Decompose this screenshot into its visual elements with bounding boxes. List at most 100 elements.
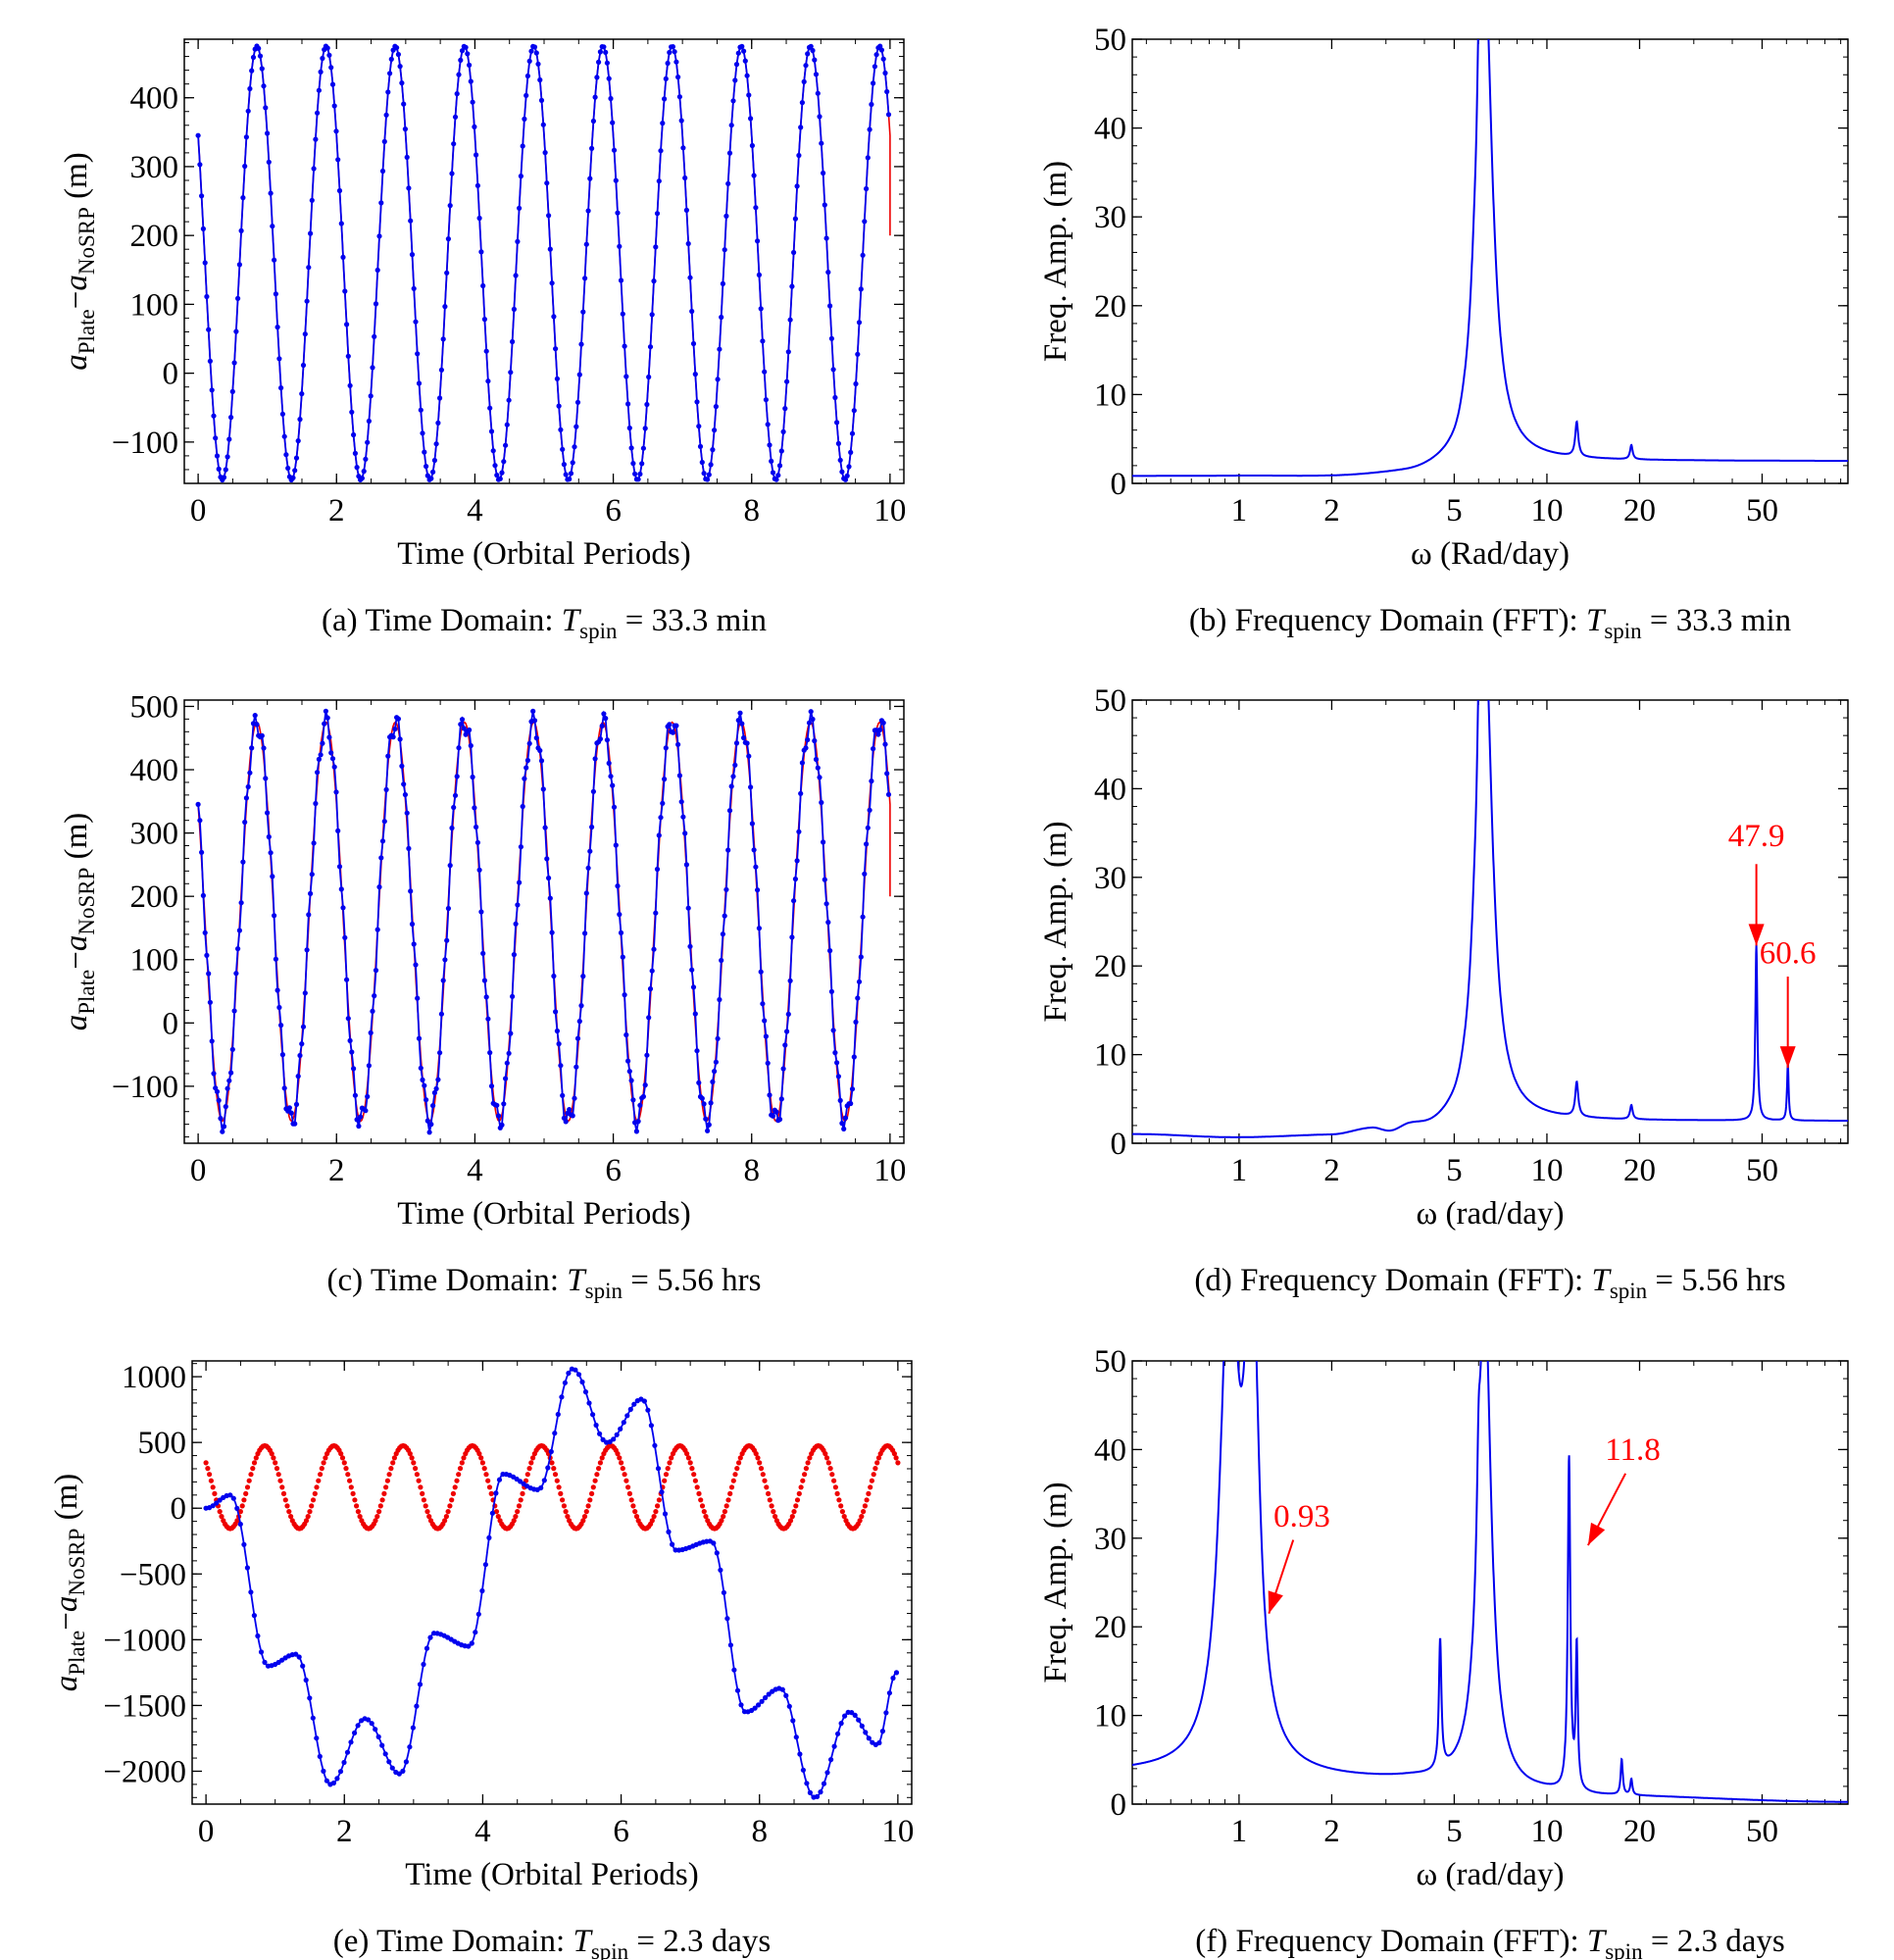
blue-data-point [537,76,543,83]
blue-data-point [797,1751,803,1757]
blue-data-point [654,866,661,873]
blue-data-point [265,130,271,136]
blue-data-point [630,461,636,467]
blue-data-point [404,810,410,816]
y-axis-label-part: − [49,1612,84,1631]
blue-data-point [770,1113,776,1119]
blue-data-point [235,946,241,952]
red-data-point [836,1497,842,1503]
blue-data-point [504,1060,510,1066]
blue-data-point [793,1734,799,1740]
blue-data-point [621,1420,626,1426]
blue-data-point [869,779,874,784]
blue-data-point [497,476,503,481]
blue-data-point [893,1670,900,1676]
red-data-point [554,1478,560,1483]
blue-data-point [452,792,459,798]
red-data-point [454,1478,460,1483]
blue-data-point [440,978,446,983]
blue-data-point [567,1107,573,1113]
blue-data-point [822,202,827,208]
blue-data-point [316,756,322,763]
x-tick-label: 0 [190,1153,207,1188]
x-tick-label: 10 [873,493,906,528]
blue-data-point [331,103,337,109]
blue-data-point [741,734,747,741]
blue-data-point [216,466,222,472]
blue-data-point [274,325,280,330]
blue-data-point [295,1074,301,1080]
annotation-label: 0.93 [1273,1499,1330,1534]
blue-data-point [667,49,673,56]
red-data-point [447,1503,453,1509]
blue-data-point [708,462,714,468]
blue-data-point [762,369,768,375]
x-tick-label: 1 [1231,1814,1248,1849]
x-tick-label: 0 [190,493,207,528]
blue-data-point [220,1129,225,1134]
blue-data-point [787,978,793,983]
blue-data-point [416,1035,423,1041]
blue-data-point [213,435,219,441]
x-tick-label: 50 [1746,1814,1778,1849]
blue-data-point [342,934,348,940]
blue-data-point [732,77,738,83]
blue-data-point [697,443,704,449]
y-axis-label: aPlate−aNoSRP (m) [49,1474,89,1692]
red-data-point [479,1460,485,1466]
caption-sub: spin [591,1939,629,1960]
blue-data-point [844,473,850,478]
y-tick-label: 400 [130,753,179,788]
red-data-point [205,1466,211,1472]
blue-data-point [573,1367,578,1373]
blue-data-point [209,387,215,393]
blue-data-point [444,270,450,276]
blue-data-point [800,1767,807,1773]
blue-data-point [263,105,269,111]
blue-data-point [265,810,271,816]
red-data-point [868,1484,873,1490]
caption-sub: spin [1610,1279,1648,1303]
red-data-point [590,1484,596,1490]
blue-data-point [344,1749,351,1755]
caption: (b) Frequency Domain (FFT): Tspin = 33.3… [1189,603,1791,643]
y-axis-label-part: a [59,1015,94,1031]
blue-data-point [794,183,800,189]
blue-data-point [613,842,619,848]
blue-data-point [725,847,731,853]
blue-data-point [823,235,829,241]
blue-data-point [363,1108,369,1114]
blue-data-point [240,195,246,201]
blue-data-point [200,226,206,231]
red-data-point [379,1497,385,1503]
blue-data-point [279,411,285,417]
y-tick-label: 30 [1094,1522,1126,1557]
red-data-point [620,1466,625,1472]
blue-data-point [214,1500,220,1506]
caption-T: T [573,1924,593,1959]
red-data-point [493,1509,500,1515]
caption-sub: spin [585,1279,623,1303]
blue-data-point [297,1052,303,1059]
red-data-point [866,1490,872,1496]
blue-data-point [376,233,382,239]
blue-data-point [863,1730,869,1735]
blue-data-point [582,930,588,936]
blue-data-point [815,90,821,96]
blue-data-point [608,95,614,102]
blue-data-point [562,1380,569,1385]
x-axis-label: ω (Rad/day) [1411,536,1570,572]
blue-data-point [559,1394,565,1400]
red-data-point [719,1518,724,1524]
blue-data-point [321,1768,326,1774]
blue-data-point [437,395,443,401]
blue-data-point [760,1001,766,1007]
blue-data-point [351,431,357,438]
blue-data-point [227,1492,233,1498]
caption-suffix: = 5.56 hrs [623,1263,761,1298]
blue-data-point [617,912,623,918]
blue-data-point [701,1101,707,1107]
y-tick-label: 0 [1111,1127,1127,1162]
caption: (a) Time Domain: Tspin = 33.3 min [322,603,767,643]
blue-data-point [323,708,328,714]
